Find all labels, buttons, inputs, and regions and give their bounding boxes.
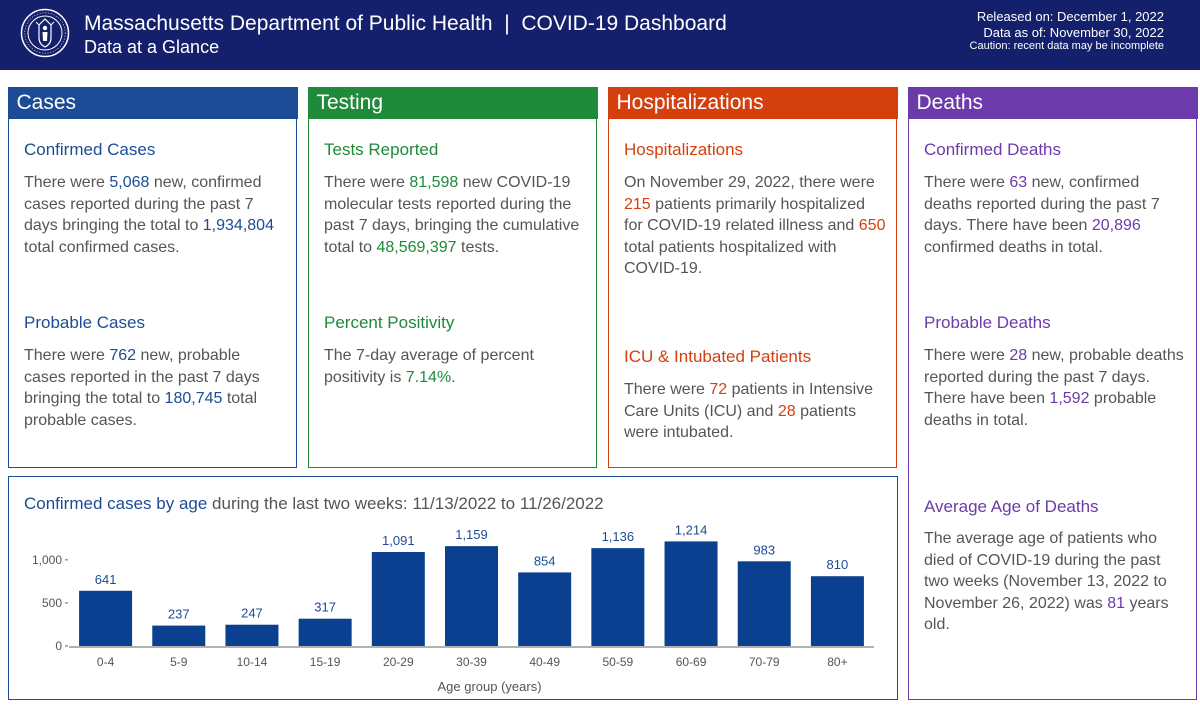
dashboard-subtitle: Data at a Glance <box>84 37 220 57</box>
dashboard-header: Massachusetts Department of Public Healt… <box>0 0 1200 70</box>
intubated-count: 28 <box>777 402 796 420</box>
bar-value-label: 1,091 <box>382 533 415 548</box>
hospitalizations-panel-heading: Hospitalizations <box>607 86 898 119</box>
total-hospitalized-count: 650 <box>858 217 886 234</box>
testing-panel-heading: Testing <box>307 86 598 119</box>
chart-title: Confirmed cases by age during the last t… <box>24 494 604 514</box>
tests-reported-text: There were 81,598 new COVID-19 molecular… <box>324 174 580 256</box>
x-tick-label: 80+ <box>827 655 847 669</box>
probable-deaths-new-count: 28 <box>1009 347 1028 364</box>
release-info: Released on: December 1, 2022 Data as of… <box>970 9 1164 53</box>
dashboard-title: Massachusetts Department of Public Healt… <box>84 12 727 35</box>
massachusetts-seal-icon <box>20 8 70 58</box>
probable-cases-title: Probable Cases <box>24 313 145 332</box>
x-tick-label: 60-69 <box>676 655 707 669</box>
chart-title-highlight: Confirmed cases by age <box>24 494 208 513</box>
bar-70-79 <box>737 561 791 646</box>
bar-value-label: 237 <box>168 607 190 622</box>
bar-5-9 <box>152 625 206 646</box>
x-tick-label: 20-29 <box>383 655 414 669</box>
confirmed-deaths-new-count: 63 <box>1009 174 1028 191</box>
bar-value-label: 854 <box>534 553 556 568</box>
x-tick-label: 5-9 <box>170 655 188 669</box>
confirmed-deaths-total-count: 20,896 <box>1091 217 1141 234</box>
bar-value-label: 317 <box>314 600 336 615</box>
confirmed-deaths-text: There were 63 new, confirmed deaths repo… <box>924 174 1160 256</box>
primary-hospitalized-count: 215 <box>624 195 651 213</box>
cases-by-age-bar-chart: 0 500 1,000 641 0-4 237 5-9 247 10-14 317 15-19 1,0… <box>32 522 874 694</box>
bar-80+ <box>810 576 864 646</box>
cases-panel-heading: Cases <box>7 86 298 119</box>
confirmed-deaths-title: Confirmed Deaths <box>924 140 1062 159</box>
deaths-panel: Deaths Confirmed Deaths There were 63 ne… <box>907 86 1198 700</box>
caution-note: Caution: recent data may be incomplete <box>969 40 1164 53</box>
icu-intubated-text: There were 72 patients in Intensive Care… <box>624 381 874 441</box>
bar-40-49 <box>518 572 572 646</box>
y-tick-label: 1,000 <box>32 553 62 567</box>
probable-cases-text: There were 762 new, probable cases repor… <box>24 347 260 429</box>
average-age-value: 81 <box>1107 594 1125 612</box>
data-as-of-date: Data as of: November 30, 2022 <box>983 24 1164 40</box>
bar-value-label: 1,214 <box>675 522 708 537</box>
hospitalizations-panel: Hospitalizations Hospitalizations On Nov… <box>607 86 898 468</box>
percent-positivity-text: The 7-day average of percent positivity … <box>324 347 534 386</box>
bar-30-39 <box>445 546 498 646</box>
release-date: Released on: December 1, 2022 <box>976 9 1164 24</box>
bar-20-29 <box>371 552 425 646</box>
hospitalizations-title: Hospitalizations <box>624 140 744 159</box>
x-tick-label: 30-39 <box>456 655 487 669</box>
hospitalizations-text: On November 29, 2022, there were 215 pat… <box>624 174 886 277</box>
confirmed-cases-text: There were 5,068 new, confirmed cases re… <box>24 174 274 256</box>
tests-new-count: 81,598 <box>409 174 459 191</box>
bar-value-label: 1,159 <box>455 527 488 542</box>
deaths-panel-heading: Deaths <box>907 86 1198 119</box>
bar-15-19 <box>298 618 352 646</box>
icu-intubated-title: ICU & Intubated Patients <box>624 347 812 366</box>
percent-positivity-title: Percent Positivity <box>324 313 455 332</box>
testing-panel: Testing Tests Reported There were 81,598… <box>307 86 598 468</box>
bar-value-label: 983 <box>753 542 775 557</box>
bar-value-label: 247 <box>241 606 263 621</box>
chart-title-date-range: during the last two weeks: 11/13/2022 to… <box>207 494 604 513</box>
y-tick-label: 500 <box>42 596 62 610</box>
x-tick-label: 50-59 <box>603 655 634 669</box>
cases-panel: Cases Confirmed Cases There were 5,068 n… <box>7 86 298 468</box>
probable-deaths-title: Probable Deaths <box>924 313 1051 332</box>
probable-deaths-total-count: 1,592 <box>1049 390 1090 407</box>
x-tick-label: 15-19 <box>310 655 341 669</box>
x-tick-label: 70-79 <box>749 655 780 669</box>
average-age-deaths-title: Average Age of Deaths <box>924 497 1099 516</box>
cases-by-age-chart-panel: Confirmed cases by age during the last t… <box>8 476 898 700</box>
tests-total-count: 48,569,397 <box>376 238 457 256</box>
bar-60-69 <box>664 541 718 646</box>
probable-new-count: 762 <box>109 347 137 364</box>
y-tick-label: 0 <box>55 639 62 653</box>
x-tick-label: 40-49 <box>529 655 560 669</box>
icu-count: 72 <box>709 381 728 398</box>
probable-deaths-text: There were 28 new, probable deaths repor… <box>924 347 1184 429</box>
x-tick-label: 0-4 <box>97 655 115 669</box>
bar-10-14 <box>225 624 279 646</box>
x-axis-label: Age group (years) <box>437 679 541 694</box>
probable-total-count: 180,745 <box>164 390 223 407</box>
bar-50-59 <box>591 548 645 646</box>
average-age-deaths-text: The average age of patients who died of … <box>924 530 1169 633</box>
x-tick-label: 10-14 <box>237 655 268 669</box>
positivity-value: 7.14% <box>405 368 452 386</box>
confirmed-new-count: 5,068 <box>109 174 150 191</box>
bar-value-label: 641 <box>95 572 117 587</box>
tests-reported-title: Tests Reported <box>324 140 439 159</box>
confirmed-total-count: 1,934,804 <box>202 217 274 234</box>
bar-0-4 <box>79 590 133 646</box>
bar-value-label: 1,136 <box>602 529 635 544</box>
bar-value-label: 810 <box>827 557 849 572</box>
confirmed-cases-title: Confirmed Cases <box>24 140 156 159</box>
